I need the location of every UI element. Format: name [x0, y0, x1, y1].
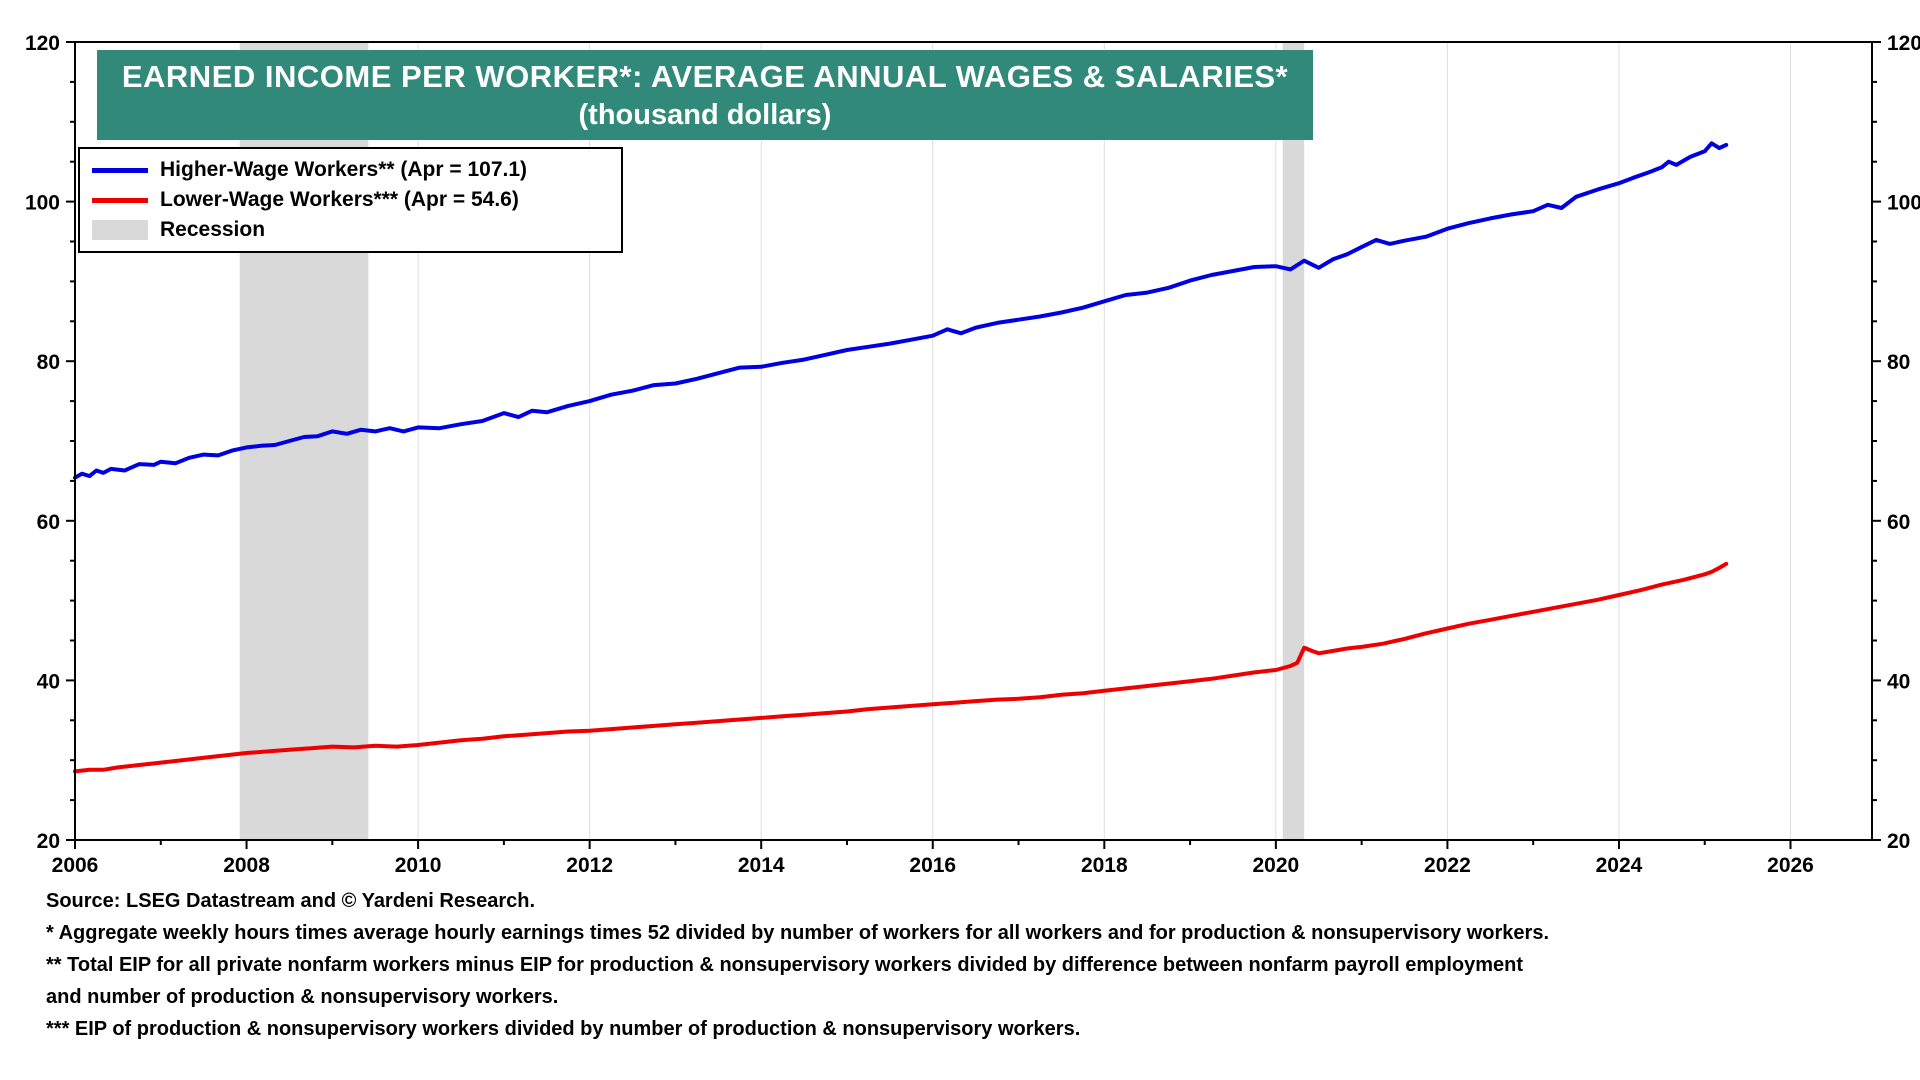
- y-tick-label-left: 120: [25, 32, 60, 55]
- y-tick-label-right: 40: [1887, 670, 1910, 693]
- chart-title: EARNED INCOME PER WORKER*: AVERAGE ANNUA…: [121, 58, 1289, 94]
- y-tick-label-left: 100: [25, 192, 60, 215]
- x-tick-label: 2022: [1424, 854, 1471, 877]
- x-tick-label: 2008: [223, 854, 270, 877]
- footnote-triple-asterisk: *** EIP of production & nonsupervisory w…: [46, 1018, 1081, 1040]
- y-tick-label-right: 80: [1887, 351, 1910, 374]
- x-tick-label: 2012: [566, 854, 613, 877]
- x-tick-label: 2014: [738, 854, 785, 877]
- recession-box-sample-icon: [92, 220, 148, 240]
- x-tick-label: 2018: [1081, 854, 1128, 877]
- y-tick-label-right: 100: [1887, 192, 1920, 215]
- y-tick-label-left: 40: [37, 670, 60, 693]
- footnote-double-asterisk-cont: and number of production & nonsupervisor…: [46, 986, 559, 1008]
- legend-label-recession: Recession: [160, 218, 266, 241]
- x-tick-label: 2016: [909, 854, 956, 877]
- series-line-lower-wage: [73, 561, 1729, 774]
- source-note: Source: LSEG Datastream and © Yardeni Re…: [46, 890, 536, 912]
- x-tick-label: 2006: [52, 854, 99, 877]
- y-tick-label-left: 60: [37, 511, 60, 534]
- legend-item-recession: Recession: [92, 217, 609, 243]
- x-tick-label: 2026: [1767, 854, 1814, 877]
- x-tick-label: 2010: [395, 854, 442, 877]
- legend-item-higher-wage: Higher-Wage Workers** (Apr = 107.1): [92, 157, 609, 183]
- y-tick-label-left: 20: [37, 830, 60, 853]
- blue-line-sample-icon: [92, 167, 148, 173]
- chart-subtitle: (thousand dollars): [578, 98, 832, 131]
- legend-label-lower-wage: Lower-Wage Workers*** (Apr = 54.6): [160, 188, 519, 211]
- legend: Higher-Wage Workers** (Apr = 107.1) Lowe…: [78, 147, 623, 253]
- recession-band: [1282, 42, 1305, 840]
- y-tick-label-right: 120: [1887, 32, 1920, 55]
- y-tick-label-right: 60: [1887, 511, 1910, 534]
- legend-label-higher-wage: Higher-Wage Workers** (Apr = 107.1): [160, 158, 528, 181]
- footnote-double-asterisk: ** Total EIP for all private nonfarm wor…: [46, 954, 1523, 976]
- y-tick-label-right: 20: [1887, 830, 1910, 853]
- chart-title-banner: EARNED INCOME PER WORKER*: AVERAGE ANNUA…: [97, 50, 1313, 140]
- x-tick-label: 2020: [1252, 854, 1299, 877]
- legend-item-lower-wage: Lower-Wage Workers*** (Apr = 54.6): [92, 187, 609, 213]
- y-tick-label-left: 80: [37, 351, 60, 374]
- footnotes: Source: LSEG Datastream and © Yardeni Re…: [46, 885, 1549, 1045]
- footnote-asterisk: * Aggregate weekly hours times average h…: [46, 922, 1550, 944]
- red-line-sample-icon: [92, 197, 148, 203]
- x-tick-label: 2024: [1596, 854, 1643, 877]
- series-line-higher-wage: [73, 141, 1729, 480]
